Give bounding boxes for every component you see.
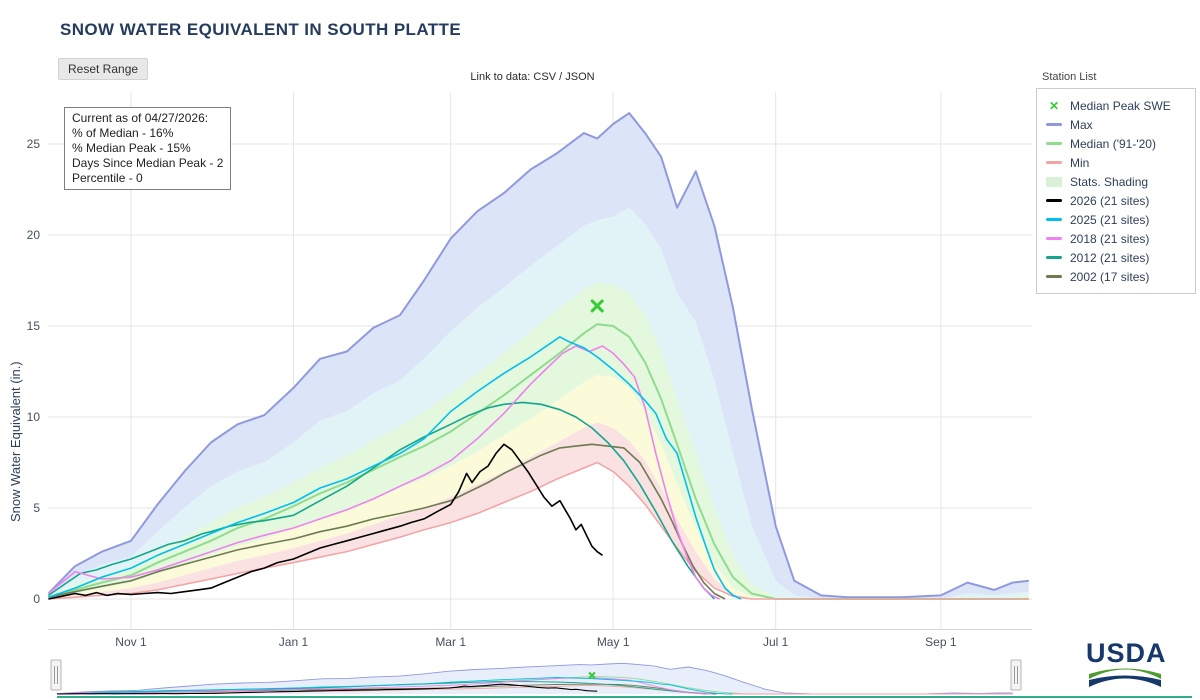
- y-tick-label: 15: [27, 319, 41, 333]
- annotation-line: % Median Peak - 15%: [72, 141, 191, 155]
- series-2012[interactable]: [47, 401, 715, 600]
- band-p10-min: [48, 422, 1029, 599]
- legend-label: Stats. Shading: [1070, 174, 1149, 189]
- median-peak-marker-icon[interactable]: [590, 299, 604, 313]
- median-peak-x-icon: ✕: [1048, 98, 1060, 113]
- x-tick-label: Jul 1: [763, 635, 789, 649]
- median-line-swatch-icon: [1046, 142, 1062, 145]
- y-axis-title: Snow Water Equivalent (in.): [8, 361, 23, 522]
- y-tick-label: 10: [27, 410, 41, 424]
- y-tick-label: 5: [33, 501, 40, 515]
- line-2002-swatch-icon: [1046, 275, 1062, 278]
- annotation-line: Percentile - 0: [72, 171, 143, 185]
- annotation-line: Current as of 04/27/2026:: [72, 111, 209, 125]
- legend-label: Max: [1070, 117, 1093, 132]
- legend: ✕ Median Peak SWE Max Median ('91-'20) M…: [1036, 88, 1196, 294]
- legend-item-2012[interactable]: 2012 (21 sites): [1046, 248, 1186, 267]
- navigator-handle-left[interactable]: [50, 659, 62, 691]
- usda-wordmark: USDA: [1086, 638, 1167, 668]
- x-tick-label: Nov 1: [115, 635, 147, 649]
- series-2025[interactable]: [48, 336, 742, 600]
- band-p30-p10: [48, 375, 1029, 599]
- legend-item-min[interactable]: Min: [1046, 153, 1186, 172]
- legend-label: 2002 (17 sites): [1070, 269, 1150, 284]
- legend-item-median[interactable]: Median ('91-'20): [1046, 134, 1186, 153]
- navigator-handle-right[interactable]: [1010, 659, 1022, 691]
- y-tick-label: 0: [33, 592, 40, 606]
- legend-item-median-peak-swe[interactable]: ✕ Median Peak SWE: [1046, 96, 1186, 115]
- stats-shading-bands: [48, 113, 1029, 599]
- line-2026-swatch-icon: [1046, 199, 1062, 202]
- max-line-swatch-icon: [1046, 123, 1062, 126]
- usda-swoosh-icon: [1089, 668, 1161, 687]
- x-tick-label: May 1: [597, 635, 630, 649]
- data-link: Link to data: CSV / JSON: [0, 71, 1065, 83]
- legend-label: 2018 (21 sites): [1070, 231, 1150, 246]
- legend-item-2018[interactable]: 2018 (21 sites): [1046, 229, 1186, 248]
- legend-label: 2012 (21 sites): [1070, 250, 1150, 265]
- legend-label: 2025 (21 sites): [1070, 212, 1150, 227]
- annotation-line: % of Median - 16%: [72, 126, 174, 140]
- min-line[interactable]: [48, 461, 1029, 600]
- series-2018[interactable]: [47, 345, 721, 600]
- legend-item-stats-shading[interactable]: Stats. Shading: [1046, 172, 1186, 191]
- reset-range-button[interactable]: Reset Range: [58, 58, 149, 80]
- navigator[interactable]: [56, 662, 1016, 695]
- band-p70-p30: [48, 282, 1029, 599]
- max-line[interactable]: [47, 112, 1029, 599]
- navigator-series-2025: [56, 676, 733, 695]
- x-tick-label: Mar 1: [435, 635, 466, 649]
- legend-label: Min: [1070, 155, 1090, 170]
- legend-label: Median Peak SWE: [1070, 98, 1171, 113]
- x-tick-label: Sep 1: [925, 635, 957, 649]
- csv-link[interactable]: CSV: [533, 71, 557, 83]
- data-link-separator: /: [559, 71, 563, 83]
- legend-item-2026[interactable]: 2026 (21 sites): [1046, 191, 1186, 210]
- legend-item-2002[interactable]: 2002 (17 sites): [1046, 267, 1186, 286]
- legend-item-2025[interactable]: 2025 (21 sites): [1046, 210, 1186, 229]
- series-2002[interactable]: [48, 443, 726, 600]
- band-max-p90: [48, 113, 1029, 599]
- data-link-prefix: Link to data:: [470, 71, 531, 83]
- navigator-series-2026: [56, 683, 598, 695]
- annotation-line: Days Since Median Peak - 2: [72, 156, 224, 170]
- y-tick-label: 20: [27, 228, 41, 242]
- annotation-box: Current as of 04/27/2026: % of Median - …: [64, 107, 232, 190]
- line-2018-swatch-icon: [1046, 237, 1062, 240]
- page-title: SNOW WATER EQUIVALENT IN SOUTH PLATTE: [60, 20, 462, 39]
- stats-shading-swatch-icon: [1046, 176, 1062, 187]
- navigator-series-2018: [56, 677, 712, 695]
- band-p90-p70: [48, 207, 1029, 599]
- line-2012-swatch-icon: [1046, 256, 1062, 259]
- station-list-label[interactable]: Station List: [1042, 71, 1097, 83]
- x-tick-label: Jan 1: [279, 635, 309, 649]
- series-2026[interactable]: [48, 443, 603, 600]
- legend-item-max[interactable]: Max: [1046, 115, 1186, 134]
- min-line-swatch-icon: [1046, 161, 1062, 164]
- line-2025-swatch-icon: [1046, 218, 1062, 221]
- legend-label: Median ('91-'20): [1070, 136, 1156, 151]
- y-tick-label: 25: [27, 137, 41, 151]
- json-link[interactable]: JSON: [565, 71, 595, 83]
- legend-label: 2026 (21 sites): [1070, 193, 1150, 208]
- usda-logo: USDA: [1086, 638, 1167, 688]
